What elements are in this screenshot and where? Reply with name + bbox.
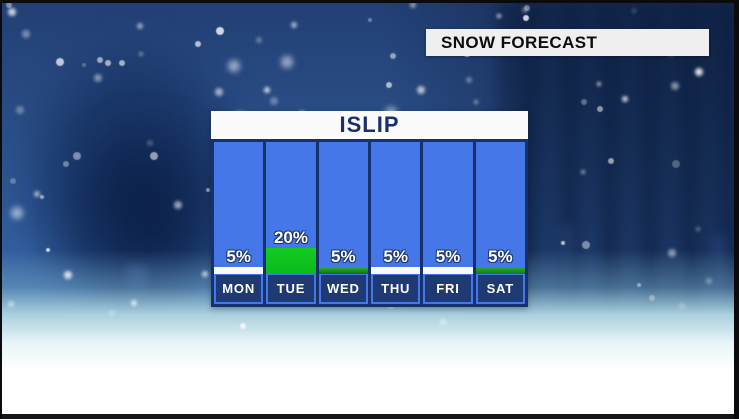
day-label: SAT [477,275,523,302]
percent-bar [475,267,525,274]
forecast-columns: 5% MON 20% TUE 5% WED 5% THU 5% FRI 5% SAT [211,139,528,307]
percent-label: 5% [435,247,461,266]
day-label: WED [320,275,366,302]
day-label: TUE [268,275,314,302]
percent-label: 5% [488,247,513,266]
percent-bar [370,267,421,274]
day-label: THU [372,275,419,302]
percent-label: 5% [383,247,408,266]
forecast-table: ISLIP 5% MON 20% TUE 5% WED 5% THU 5% FRI 5% SAT [211,111,528,307]
snow-forecast-banner: SNOW FORECAST [426,29,709,56]
percent-bar [266,248,316,274]
day-column: 5% SAT [475,142,525,304]
day-column: 5% THU [370,142,421,304]
percent-label: 20% [273,228,308,247]
day-column: 5% MON [214,142,264,304]
percent-bar [423,267,473,274]
letterbox-left [0,0,2,419]
percent-bar [318,267,368,274]
percent-bar [214,267,264,274]
banner-title: SNOW FORECAST [441,33,598,52]
percent-label: 5% [331,247,356,266]
day-column: 5% FRI [423,142,473,304]
letterbox-bottom [0,414,739,419]
day-label: FRI [425,275,471,302]
day-column: 5% WED [318,142,368,304]
letterbox-top [0,0,739,3]
day-column: 20% TUE [266,142,316,304]
percent-label: 5% [226,247,251,266]
location-title: ISLIP [339,112,400,137]
location-header: ISLIP [211,111,528,139]
letterbox-right [734,0,739,419]
day-label: MON [216,275,262,302]
